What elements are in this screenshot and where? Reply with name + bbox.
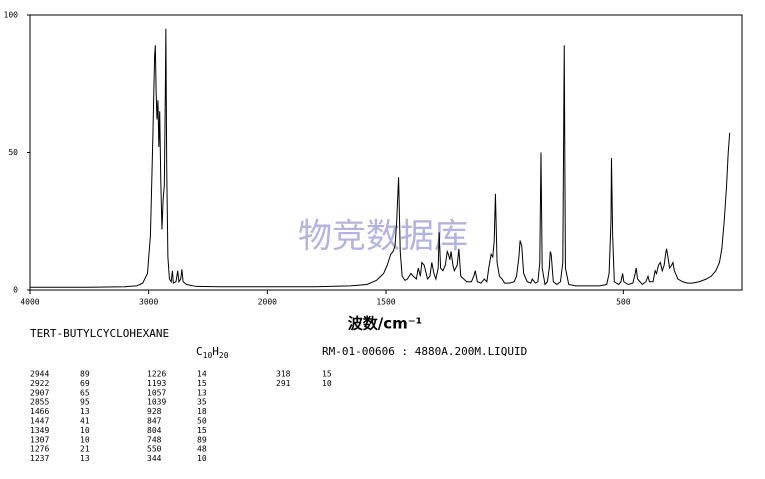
- peak-intensity: 10: [197, 454, 207, 463]
- reference: RM-01-00606 : 4880A.200M.LIQUID: [322, 345, 527, 358]
- peak-intensity: 13: [80, 454, 90, 463]
- peak-intensity: 13: [197, 388, 207, 397]
- formula: C10H20: [196, 345, 229, 360]
- peak-wavenumber: 1276: [30, 445, 49, 454]
- peak-wavenumber: 1193: [147, 379, 166, 388]
- peak-intensity: 15: [197, 426, 207, 435]
- x-axis-label: 波数/cm⁻¹: [348, 315, 423, 333]
- y-tick-label: 100: [4, 11, 19, 20]
- peak-intensity: 21: [80, 445, 90, 454]
- peak-intensity: 48: [197, 445, 207, 454]
- peak-intensity: 14: [197, 370, 207, 379]
- peak-intensity: 18: [197, 407, 207, 416]
- peak-wavenumber: 928: [147, 407, 162, 416]
- y-tick-label: 0: [13, 286, 18, 295]
- peak-intensity: 69: [80, 379, 90, 388]
- peak-wavenumber: 2922: [30, 379, 49, 388]
- peak-wavenumber: 748: [147, 435, 162, 444]
- peak-wavenumber: 1349: [30, 426, 49, 435]
- x-tick-label: 4000: [20, 298, 39, 307]
- watermark: 物竞数据库: [298, 217, 468, 257]
- peak-wavenumber: 291: [276, 379, 291, 388]
- peak-intensity: 10: [322, 379, 332, 388]
- y-tick-label: 50: [8, 148, 18, 157]
- peak-wavenumber: 1057: [147, 388, 166, 397]
- peak-wavenumber: 550: [147, 445, 162, 454]
- formula-part: H: [212, 345, 219, 358]
- peak-wavenumber: 847: [147, 417, 162, 426]
- peak-wavenumber: 1226: [147, 370, 166, 379]
- peak-wavenumber: 2907: [30, 388, 49, 397]
- peak-intensity: 89: [80, 370, 90, 379]
- peak-wavenumber: 804: [147, 426, 162, 435]
- peak-wavenumber: 344: [147, 454, 162, 463]
- peak-intensity: 41: [80, 417, 90, 426]
- x-tick-label: 1500: [376, 298, 395, 307]
- peak-intensity: 89: [197, 435, 207, 444]
- peak-intensity: 65: [80, 388, 90, 397]
- peak-wavenumber: 1307: [30, 435, 49, 444]
- spectrum-line: [30, 28, 731, 288]
- peak-wavenumber: 318: [276, 370, 291, 379]
- peak-intensity: 15: [322, 370, 332, 379]
- x-tick-label: 2000: [258, 298, 277, 307]
- x-tick-label: 3000: [139, 298, 158, 307]
- peak-intensity: 35: [197, 398, 207, 407]
- formula-part: 10: [203, 351, 213, 360]
- peak-wavenumber: 2944: [30, 370, 49, 379]
- peak-intensity: 13: [80, 407, 90, 416]
- peak-wavenumber: 1039: [147, 398, 166, 407]
- peak-intensity: 50: [197, 417, 207, 426]
- peak-intensity: 10: [80, 426, 90, 435]
- peak-intensity: 95: [80, 398, 90, 407]
- peak-wavenumber: 1447: [30, 417, 49, 426]
- formula-part: C: [196, 345, 203, 358]
- peak-intensity: 10: [80, 435, 90, 444]
- peak-wavenumber: 2855: [30, 398, 49, 407]
- peak-wavenumber: 1466: [30, 407, 49, 416]
- formula-part: 20: [219, 351, 229, 360]
- peak-wavenumber: 1237: [30, 454, 49, 463]
- peak-intensity: 15: [197, 379, 207, 388]
- compound-name: TERT-BUTYLCYCLOHEXANE: [30, 327, 169, 340]
- x-tick-label: 500: [616, 298, 631, 307]
